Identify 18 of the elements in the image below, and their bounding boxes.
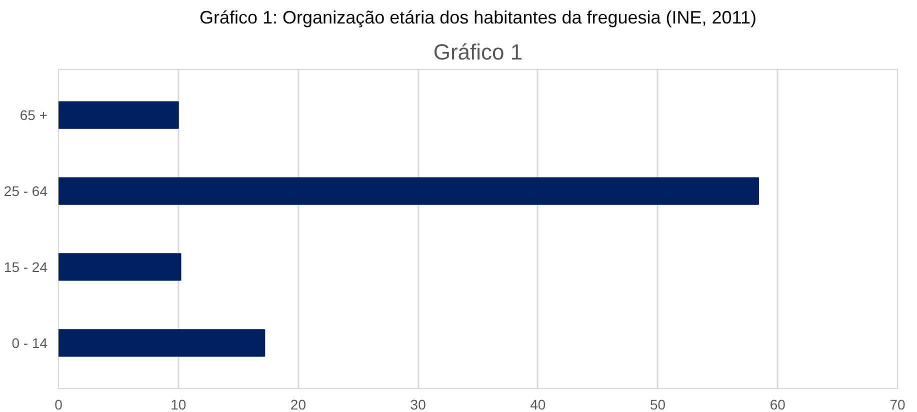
bar <box>58 101 179 129</box>
y-tick-label: 15 - 24 <box>4 258 48 275</box>
text: Gráfico 1: Organização etária dos habitantes da freguesia (INE, 2011) <box>200 8 756 28</box>
x-tick-label: 60 <box>770 396 786 412</box>
x-tick-label: 0 <box>54 396 63 412</box>
x-tick-label: 50 <box>650 396 666 412</box>
y-tick-label: 25 - 64 <box>4 183 48 200</box>
y-tick-label: 0 - 14 <box>12 334 48 351</box>
bar <box>58 329 266 357</box>
x-tick-label: 70 <box>890 396 906 412</box>
bar <box>58 253 182 281</box>
chart-title: Gráfico 1 <box>433 40 523 64</box>
x-tick-label: 10 <box>170 396 186 412</box>
y-tick-label: 65 + <box>20 107 48 124</box>
x-tick-label: 30 <box>410 396 426 412</box>
x-tick-label: 20 <box>290 396 306 412</box>
bar <box>58 177 759 205</box>
x-tick-label: 40 <box>530 396 546 412</box>
